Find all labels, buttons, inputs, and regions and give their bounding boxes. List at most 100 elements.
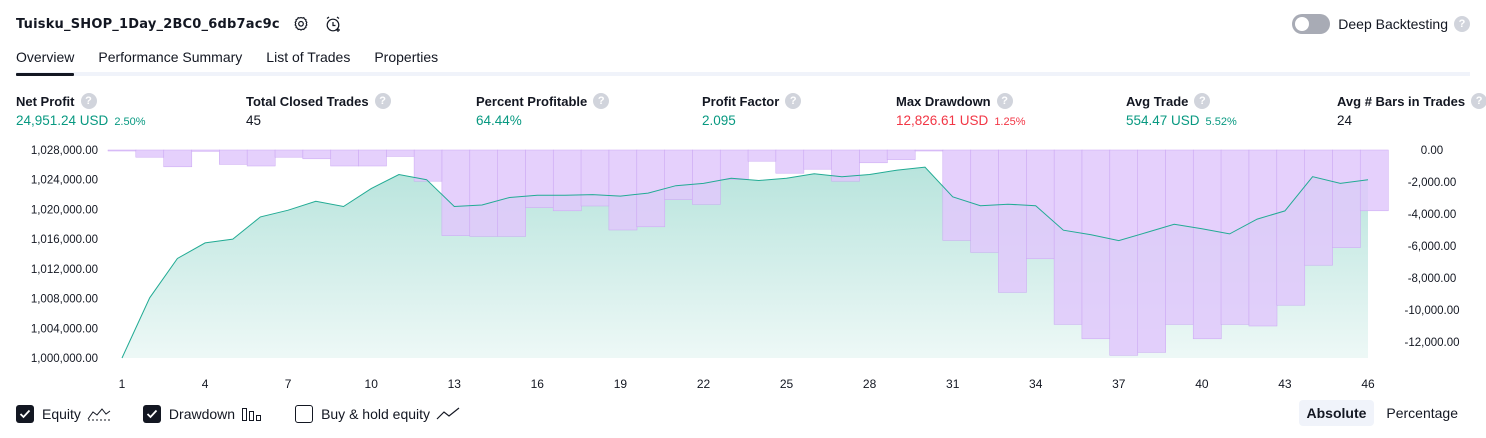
drawdown-bar	[692, 150, 720, 204]
help-icon[interactable]: ?	[593, 93, 609, 109]
x-axis-tick: 7	[285, 377, 292, 391]
drawdown-bar	[971, 150, 999, 252]
legend-drawdown[interactable]: Drawdown	[143, 405, 263, 423]
drawdown-bar	[1054, 150, 1082, 324]
metric-label: Avg Trade	[1126, 94, 1188, 109]
metric-value: 24,951.24 USD	[16, 113, 108, 128]
drawdown-bar	[108, 150, 136, 151]
drawdown-bar	[1221, 150, 1249, 324]
left-axis-tick: 1,024,000.00	[31, 175, 98, 187]
drawdown-bar	[442, 150, 470, 236]
chart-legend: Equity Drawdown Buy & hold equity	[16, 403, 492, 425]
legend-buy-hold-equity[interactable]: Buy & hold equity	[295, 405, 460, 423]
help-icon[interactable]: ?	[785, 93, 801, 109]
equity-line-icon	[87, 407, 111, 421]
right-axis-tick: -10,000.00	[1405, 305, 1460, 317]
left-axis-tick: 1,028,000.00	[31, 145, 98, 157]
tab-performance-summary[interactable]: Performance Summary	[98, 46, 242, 72]
help-icon[interactable]: ?	[1454, 16, 1470, 32]
x-axis-tick: 43	[1278, 377, 1292, 391]
metric-label: Profit Factor	[702, 94, 779, 109]
x-axis-tick: 22	[697, 377, 711, 391]
drawdown-bar	[219, 150, 247, 164]
drawdown-bar	[637, 150, 665, 227]
drawdown-bar	[136, 150, 164, 157]
equity-drawdown-chart: 1,028,000.00 1,024,000.00 1,020,000.00 1,01…	[0, 138, 1486, 396]
metric-value: 12,826.61 USD	[896, 113, 988, 128]
x-axis-tick: 1	[119, 377, 126, 391]
right-axis-tick: 0.00	[1421, 145, 1443, 157]
legend-label: Drawdown	[169, 406, 235, 422]
drawdown-bar	[386, 150, 414, 156]
drawdown-bar	[720, 150, 748, 180]
drawdown-bar	[358, 150, 386, 166]
tab-properties[interactable]: Properties	[374, 46, 438, 72]
help-icon[interactable]: ?	[81, 93, 97, 109]
right-axis-tick: -8,000.00	[1408, 273, 1457, 285]
metric-percent-profitable: Percent Profitable? 64.44%	[476, 93, 609, 128]
alarm-clock-plus-icon[interactable]	[322, 13, 344, 35]
left-axis-tick: 1,000,000.00	[31, 353, 98, 365]
help-icon[interactable]: ?	[375, 93, 391, 109]
x-axis-tick: 37	[1112, 377, 1126, 391]
tab-list-of-trades[interactable]: List of Trades	[266, 46, 350, 72]
drawdown-bar	[553, 150, 581, 211]
drawdown-bar	[748, 150, 776, 161]
metric-profit-factor: Profit Factor? 2.095	[702, 93, 801, 128]
drawdown-bar	[943, 150, 971, 240]
left-axis-tick: 1,004,000.00	[31, 323, 98, 335]
drawdown-bar	[1277, 150, 1305, 305]
strategy-header: Tuisku_SHOP_1Day_2BC0_6db7ac9c	[16, 12, 344, 36]
drawdown-bar	[804, 150, 832, 169]
x-axis-tick: 46	[1361, 377, 1375, 391]
legend-label: Equity	[42, 406, 81, 422]
drawdown-checkbox[interactable]	[143, 405, 161, 423]
drawdown-bar	[609, 150, 637, 230]
trend-line-icon	[436, 407, 460, 421]
drawdown-bar	[275, 150, 303, 157]
drawdown-bar	[887, 150, 915, 160]
drawdown-bar	[581, 150, 609, 206]
percentage-button[interactable]: Percentage	[1378, 400, 1466, 426]
buy-hold-checkbox[interactable]	[295, 405, 313, 423]
tab-bar: Overview Performance Summary List of Tra…	[16, 46, 1470, 76]
metric-net-profit: Net Profit? 24,951.24 USD 2.50%	[16, 93, 146, 128]
drawdown-bar	[331, 150, 359, 166]
metric-value: 554.47 USD	[1126, 113, 1200, 128]
x-axis-tick: 40	[1195, 377, 1209, 391]
metric-label: Max Drawdown	[896, 94, 991, 109]
gear-icon[interactable]	[290, 13, 312, 35]
drawdown-bar	[470, 150, 498, 236]
help-icon[interactable]: ?	[997, 93, 1013, 109]
right-axis-tick: -2,000.00	[1408, 177, 1457, 189]
drawdown-bar	[859, 150, 887, 163]
equity-checkbox[interactable]	[16, 405, 34, 423]
legend-label: Buy & hold equity	[321, 406, 430, 422]
drawdown-bar	[1305, 150, 1333, 265]
x-axis: 1 4 7 10 13 16 19 22 25 28 31 34 37 40 43 46	[119, 377, 1375, 391]
x-axis-tick: 16	[531, 377, 545, 391]
drawdown-bar	[525, 150, 553, 208]
drawdown-bar	[164, 150, 192, 167]
x-axis-tick: 10	[365, 377, 379, 391]
x-axis-tick: 28	[863, 377, 877, 391]
right-axis-tick: -4,000.00	[1408, 209, 1457, 221]
left-axis-tick: 1,012,000.00	[31, 264, 98, 276]
right-axis-tick: -6,000.00	[1408, 241, 1457, 253]
bars-icon	[241, 406, 263, 422]
legend-equity[interactable]: Equity	[16, 405, 111, 423]
help-icon[interactable]: ?	[1471, 93, 1486, 109]
metric-label: Percent Profitable	[476, 94, 587, 109]
metric-total-closed-trades: Total Closed Trades? 45	[246, 93, 391, 128]
absolute-button[interactable]: Absolute	[1299, 400, 1375, 426]
x-axis-tick: 13	[448, 377, 462, 391]
drawdown-bar	[776, 150, 804, 173]
drawdown-bar	[915, 150, 943, 151]
deep-backtesting-toggle[interactable]	[1292, 14, 1330, 34]
help-icon[interactable]: ?	[1194, 93, 1210, 109]
metric-label: Total Closed Trades	[246, 94, 369, 109]
right-axis: 0.00 -2,000.00 -4,000.00 -6,000.00 -8,000.00…	[1405, 145, 1460, 349]
drawdown-bar	[498, 150, 526, 236]
metric-percent: 2.50%	[114, 116, 145, 128]
tab-overview[interactable]: Overview	[16, 46, 74, 72]
